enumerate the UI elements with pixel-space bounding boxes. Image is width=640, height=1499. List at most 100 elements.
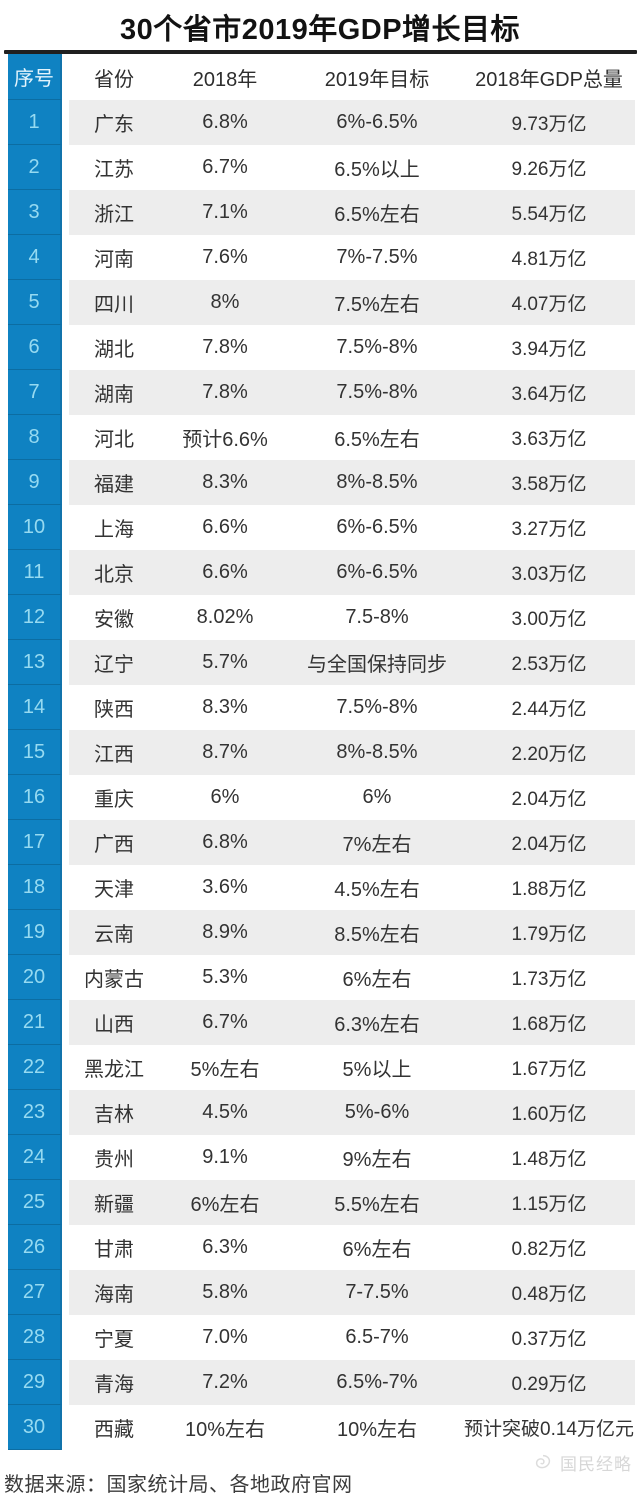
row-index-cell: 21 [8, 1000, 62, 1045]
gdp-total-cell: 3.00万亿 [511, 609, 587, 630]
target-2019-cell: 7.5%左右 [334, 294, 420, 316]
gdp-total-cell: 1.60万亿 [511, 1104, 587, 1125]
gdp-total-cell: 1.68万亿 [511, 1014, 587, 1035]
row-index-cell: 1 [8, 100, 62, 145]
table-row: 1 广东 6.8% 6%-6.5% 9.73万亿 [8, 100, 635, 145]
row-cells: 河南 7.6% 7%-7.5% 4.81万亿 [69, 235, 635, 280]
growth-2018-cell: 8.02% [196, 606, 254, 628]
province-cell: 广西 [94, 834, 134, 856]
growth-2018-cell: 6.7% [202, 156, 248, 178]
gdp-total-cell: 3.94万亿 [511, 339, 587, 360]
table-row: 19 云南 8.9% 8.5%左右 1.79万亿 [8, 910, 635, 955]
growth-2018-cell: 8.7% [202, 741, 248, 763]
row-cells: 山西 6.7% 6.3%左右 1.68万亿 [69, 1000, 635, 1045]
growth-2018-cell: 8.9% [202, 921, 248, 943]
row-index-cell: 22 [8, 1045, 62, 1090]
title-divider-rule [4, 50, 637, 54]
target-2019-cell: 8%-8.5% [336, 741, 418, 763]
growth-2018-cell: 预计6.6% [182, 429, 268, 451]
page-title: 30个省市2019年GDP增长目标 [119, 14, 521, 46]
province-cell: 西藏 [94, 1419, 134, 1441]
row-index-cell: 15 [8, 730, 62, 775]
gdp-total-cell: 3.63万亿 [511, 429, 587, 450]
row-index-cell: 9 [8, 460, 62, 505]
growth-2018-cell: 6.7% [202, 1011, 248, 1033]
province-cell: 重庆 [94, 789, 134, 811]
gdp-total-cell: 2.53万亿 [511, 654, 587, 675]
target-2019-cell: 6% [362, 786, 392, 808]
row-cells: 广西 6.8% 7%左右 2.04万亿 [69, 820, 635, 865]
table-row: 26 甘肃 6.3% 6%左右 0.82万亿 [8, 1225, 635, 1270]
gdp-total-cell: 1.67万亿 [511, 1059, 587, 1080]
header-cell-index: 序号 [8, 54, 62, 100]
table-row: 30 西藏 10%左右 10%左右 预计突破0.14万亿元 [8, 1405, 635, 1450]
header-cell-2019-target: 2019年目标 [291, 54, 463, 100]
gdp-total-cell: 1.88万亿 [511, 879, 587, 900]
table-row: 14 陕西 8.3% 7.5%-8% 2.44万亿 [8, 685, 635, 730]
target-2019-cell: 与全国保持同步 [307, 654, 447, 676]
gdp-total-cell: 9.73万亿 [511, 114, 587, 135]
row-index-cell: 20 [8, 955, 62, 1000]
row-index-cell: 13 [8, 640, 62, 685]
row-index-cell: 7 [8, 370, 62, 415]
target-2019-cell: 7.5%-8% [336, 336, 418, 358]
row-index-cell: 30 [8, 1405, 62, 1450]
row-index-cell: 11 [8, 550, 62, 595]
gdp-total-cell: 5.54万亿 [511, 204, 587, 225]
growth-2018-cell: 7.8% [202, 381, 248, 403]
growth-2018-cell: 6.8% [202, 831, 248, 853]
row-cells: 甘肃 6.3% 6%左右 0.82万亿 [69, 1225, 635, 1270]
row-index-cell: 4 [8, 235, 62, 280]
province-cell: 湖北 [94, 339, 134, 361]
province-cell: 四川 [94, 294, 134, 316]
row-index-cell: 10 [8, 505, 62, 550]
target-2019-cell: 6.5%以上 [334, 159, 420, 181]
row-cells: 陕西 8.3% 7.5%-8% 2.44万亿 [69, 685, 635, 730]
gdp-total-cell: 3.03万亿 [511, 564, 587, 585]
province-cell: 福建 [94, 474, 134, 496]
province-cell: 海南 [94, 1284, 134, 1306]
target-2019-cell: 5%-6% [344, 1101, 410, 1123]
gdp-total-cell: 0.82万亿 [511, 1239, 587, 1260]
gdp-total-cell: 3.58万亿 [511, 474, 587, 495]
table-row: 8 河北 预计6.6% 6.5%左右 3.63万亿 [8, 415, 635, 460]
growth-2018-cell: 4.5% [202, 1101, 248, 1123]
row-cells: 福建 8.3% 8%-8.5% 3.58万亿 [69, 460, 635, 505]
province-cell: 江苏 [94, 159, 134, 181]
row-cells: 辽宁 5.7% 与全国保持同步 2.53万亿 [69, 640, 635, 685]
target-2019-cell: 8.5%左右 [334, 924, 420, 946]
row-index-cell: 27 [8, 1270, 62, 1315]
province-cell: 安徽 [94, 609, 134, 631]
row-index-cell: 18 [8, 865, 62, 910]
row-index-cell: 24 [8, 1135, 62, 1180]
province-cell: 新疆 [94, 1194, 134, 1216]
row-index-cell: 16 [8, 775, 62, 820]
row-cells: 湖北 7.8% 7.5%-8% 3.94万亿 [69, 325, 635, 370]
row-index-cell: 25 [8, 1180, 62, 1225]
target-2019-cell: 8%-8.5% [336, 471, 418, 493]
target-2019-cell: 6.5%左右 [334, 204, 420, 226]
row-index-cell: 26 [8, 1225, 62, 1270]
row-cells: 北京 6.6% 6%-6.5% 3.03万亿 [69, 550, 635, 595]
data-source-text: 数据来源：国家统计局、各地政府官网 [4, 1474, 353, 1496]
province-cell: 黑龙江 [84, 1059, 144, 1081]
table-row: 6 湖北 7.8% 7.5%-8% 3.94万亿 [8, 325, 635, 370]
row-cells: 广东 6.8% 6%-6.5% 9.73万亿 [69, 100, 635, 145]
gdp-total-cell: 1.79万亿 [511, 924, 587, 945]
watermark-text: 国民经略 [560, 1455, 632, 1474]
table-row: 12 安徽 8.02% 7.5-8% 3.00万亿 [8, 595, 635, 640]
page-footer: 数据来源：国家统计局、各地政府官网 国民经略 [0, 1454, 640, 1498]
row-cells: 内蒙古 5.3% 6%左右 1.73万亿 [69, 955, 635, 1000]
target-2019-cell: 7.5%-8% [336, 696, 418, 718]
table-row: 11 北京 6.6% 6%-6.5% 3.03万亿 [8, 550, 635, 595]
header-cell-2018: 2018年 [159, 54, 291, 100]
table-row: 16 重庆 6% 6% 2.04万亿 [8, 775, 635, 820]
target-2019-cell: 4.5%左右 [334, 879, 420, 901]
gdp-total-cell: 3.64万亿 [511, 384, 587, 405]
growth-2018-cell: 6.6% [202, 561, 248, 583]
target-2019-cell: 9%左右 [342, 1149, 412, 1171]
table-row: 2 江苏 6.7% 6.5%以上 9.26万亿 [8, 145, 635, 190]
gdp-total-cell: 0.48万亿 [511, 1284, 587, 1305]
table-row: 4 河南 7.6% 7%-7.5% 4.81万亿 [8, 235, 635, 280]
gdp-total-cell: 4.07万亿 [511, 294, 587, 315]
